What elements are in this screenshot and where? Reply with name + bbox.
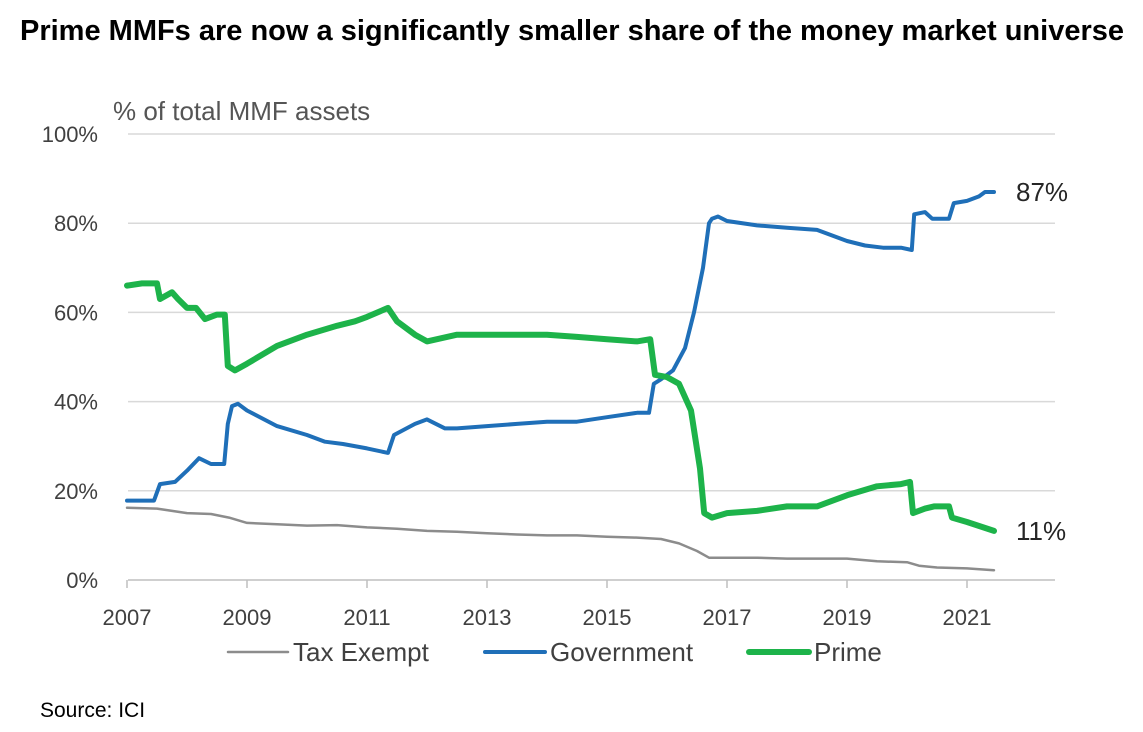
series-line-tax-exempt: [125, 506, 996, 572]
x-tick-label-2017: 2017: [703, 605, 752, 630]
x-tick-label-2015: 2015: [583, 605, 632, 630]
y-axis-label: % of total MMF assets: [113, 96, 370, 126]
y-tick-label-0: 0%: [66, 568, 98, 593]
source-note: Source: ICI: [40, 699, 146, 722]
legend-label-government: Government: [550, 637, 694, 667]
end-label-government: 87%: [1016, 177, 1068, 207]
series-line-prime: [124, 280, 997, 534]
gridlines: [128, 133, 1055, 492]
chart-title: Prime MMFs are now a significantly small…: [20, 15, 1124, 47]
x-tick-label-2013: 2013: [463, 605, 512, 630]
x-axis: 2007 2009 2011 2013 2015 2017 2019 2021: [103, 579, 1055, 630]
y-tick-label-20: 20%: [54, 479, 98, 504]
y-tick-label-100: 100%: [42, 122, 98, 147]
end-label-prime: 11%: [1016, 516, 1066, 546]
y-tick-label-80: 80%: [54, 211, 98, 236]
legend: Tax Exempt Government Prime: [226, 637, 882, 667]
x-tick-label-2009: 2009: [223, 605, 272, 630]
y-tick-label-40: 40%: [54, 390, 98, 415]
series-lines: [124, 190, 997, 572]
end-labels: 87% 11%: [1016, 177, 1068, 546]
x-tick-label-2021: 2021: [943, 605, 992, 630]
x-tick-label-2007: 2007: [103, 605, 152, 630]
y-tick-label-60: 60%: [54, 300, 98, 325]
x-tick-label-2019: 2019: [823, 605, 872, 630]
series-line-government: [125, 190, 996, 503]
y-axis-ticks: 0% 20% 40% 60% 80% 100%: [42, 122, 98, 593]
x-tick-label-2011: 2011: [343, 605, 390, 630]
legend-label-tax-exempt: Tax Exempt: [293, 637, 430, 667]
legend-label-prime: Prime: [814, 637, 882, 667]
